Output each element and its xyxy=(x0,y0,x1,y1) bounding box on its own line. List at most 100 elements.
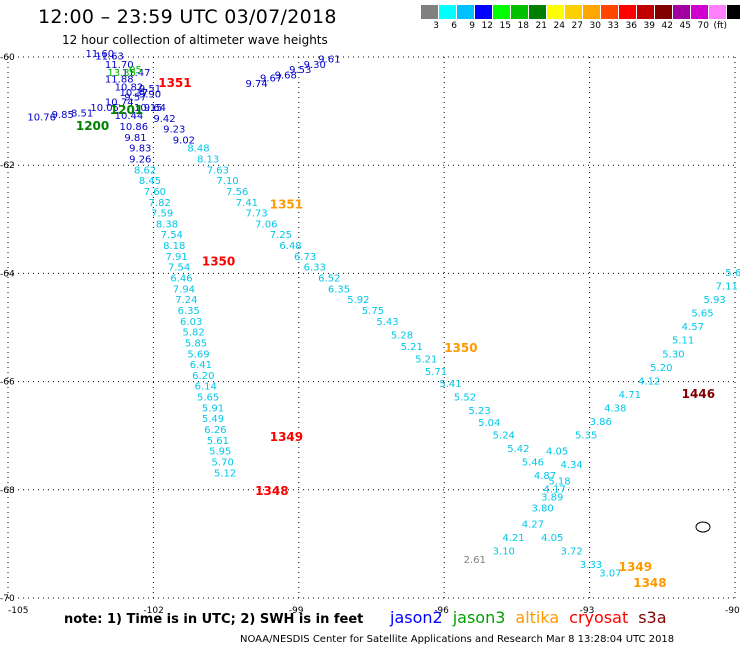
wave-height-value: 11.47 xyxy=(122,68,151,79)
legend-swatch xyxy=(727,5,740,19)
wave-height-value: 5.43 xyxy=(376,317,398,328)
wave-height-value: 9.51 xyxy=(139,84,161,95)
wave-height-value: 9.42 xyxy=(153,114,175,125)
wave-height-value: 5.75 xyxy=(362,306,384,317)
wave-height-value: 5.28 xyxy=(391,330,413,341)
wave-height-value: 7.63 xyxy=(207,165,229,176)
legend-swatch xyxy=(709,5,727,19)
pass-time-label: 1446 xyxy=(682,387,715,401)
wave-height-value: 5.46 xyxy=(522,457,544,468)
wave-height-value: 3.33 xyxy=(580,560,602,571)
wave-height-value: 7.41 xyxy=(236,198,258,209)
wave-height-value: 5.69 xyxy=(187,349,209,360)
pass-time-label: 1351 xyxy=(158,76,191,90)
legend-tick-label: 36 xyxy=(625,21,637,31)
wave-height-value: 5.04 xyxy=(478,418,500,429)
wave-height-value: 6.33 xyxy=(304,263,326,274)
legend-swatch xyxy=(529,5,547,19)
wave-height-value: 3.89 xyxy=(541,493,563,504)
wave-height-value: 5.93 xyxy=(703,295,725,306)
wave-height-value: 5.65 xyxy=(197,393,219,404)
wave-height-value: 10.15 xyxy=(134,103,163,114)
wave-height-value: 6.46 xyxy=(170,274,192,285)
legend-tick-label: 3 xyxy=(433,21,439,31)
wave-height-value: 5.11 xyxy=(672,336,694,347)
axis-labels: -105 -102 -99 -96 -93 -90 -60 -62 -64 -66 -68 -70 xyxy=(0,53,740,616)
legend-tick-label: 18 xyxy=(517,21,529,31)
wave-height-value: 5.95 xyxy=(209,447,231,458)
wave-height-value: 9.81 xyxy=(124,133,146,144)
pass-time-label: 1201 xyxy=(110,103,143,117)
legend-swatch xyxy=(691,5,709,19)
wave-height-value: 8.62 xyxy=(134,165,156,176)
satellite-tracks: 9.619.309.539.689.679.7410.769.858.5110.… xyxy=(27,49,740,579)
legend-tick-label: 21 xyxy=(535,21,547,31)
legend-swatch xyxy=(655,5,673,19)
legend-tick-label: 27 xyxy=(571,21,583,31)
legend-swatch xyxy=(457,5,475,19)
legend-tick-label: 9 xyxy=(469,21,475,31)
wave-height-value: 9.85 xyxy=(52,110,74,121)
legend-swatch xyxy=(565,5,583,19)
wave-height-value: 5.71 xyxy=(425,367,447,378)
wave-height-value: 5.63 xyxy=(725,268,740,279)
wave-height-value: 3.86 xyxy=(590,417,612,428)
legend-tick-label: 30 xyxy=(589,21,601,31)
wave-height-value: 6.35 xyxy=(328,284,350,295)
wave-height-value: 5.91 xyxy=(202,403,224,414)
legend-tick-label: (ft) xyxy=(713,21,727,31)
wave-height-value: 11.63 xyxy=(95,52,124,63)
wave-height-value: 7.24 xyxy=(175,295,197,306)
satellite-label: altika xyxy=(515,608,560,627)
wave-height-value: 6.14 xyxy=(195,382,217,393)
wave-height-value: 9.64 xyxy=(144,103,166,114)
legend-swatch xyxy=(439,5,457,19)
wave-height-value: 11.88 xyxy=(105,74,134,85)
wave-height-value: 5.24 xyxy=(493,430,515,441)
wave-height-value: 4.87 xyxy=(534,471,556,482)
wave-height-value: 5.23 xyxy=(468,406,490,417)
wave-height-value: 5.92 xyxy=(347,295,369,306)
legend-tick-label: 39 xyxy=(643,21,655,31)
wave-height-value: 9.74 xyxy=(245,79,267,90)
wave-height-value: 9.30 xyxy=(304,60,326,71)
wave-height-value: 4.38 xyxy=(604,403,626,414)
legend-swatch xyxy=(673,5,691,19)
pass-time-label: 1349 xyxy=(270,430,303,444)
wave-height-value: 8.45 xyxy=(139,176,161,187)
wave-height-value: 6.26 xyxy=(204,425,226,436)
satellite-label: cryosat xyxy=(569,608,629,627)
satellite-legend: jason2 jason3 altika cryosat s3a xyxy=(390,608,677,627)
wave-height-value: 9.68 xyxy=(275,71,297,82)
units-note: note: 1) Time is in UTC; 2) SWH is in fe… xyxy=(64,612,364,627)
legend-swatches xyxy=(421,5,740,19)
wave-height-value: 5.41 xyxy=(439,379,461,390)
lat-label: -60 xyxy=(0,53,15,63)
wave-height-value: 4.17 xyxy=(544,485,566,496)
legend-swatch xyxy=(475,5,493,19)
lat-label: -68 xyxy=(0,486,15,496)
legend-swatch xyxy=(637,5,655,19)
wave-height-value: 4.27 xyxy=(522,520,544,531)
wave-height-value: 6.52 xyxy=(318,274,340,285)
wave-height-value: 9.67 xyxy=(260,73,282,84)
wave-height-value: 3.10 xyxy=(493,547,515,558)
wave-height-value: 7.06 xyxy=(255,219,277,230)
wave-height-value: 6.20 xyxy=(192,371,214,382)
pass-time-label: 1350 xyxy=(202,254,235,268)
wave-height-value: 6.48 xyxy=(279,241,301,252)
wave-height-value: 4.12 xyxy=(638,376,660,387)
wave-height-value: 5.82 xyxy=(182,328,204,339)
wave-height-value: 9.83 xyxy=(129,144,151,155)
wave-height-value: 5.85 xyxy=(185,338,207,349)
wave-height-value: 3.72 xyxy=(561,547,583,558)
island-outline xyxy=(695,521,711,533)
lon-label: -105 xyxy=(8,606,28,616)
wave-height-value: 9.90 xyxy=(139,90,161,101)
wave-height-value: 8.38 xyxy=(156,219,178,230)
satellite-label: jason2 xyxy=(390,608,443,627)
wave-height-value: 13.35 xyxy=(107,68,136,79)
wave-height-value: 10.86 xyxy=(119,122,148,133)
wave-height-value: 5.65 xyxy=(691,309,713,320)
wave-height-value: 9.02 xyxy=(173,136,195,147)
